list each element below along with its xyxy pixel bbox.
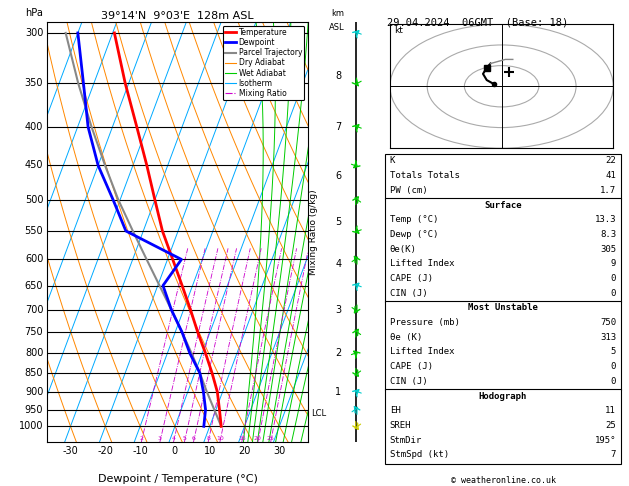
Text: 7: 7 bbox=[611, 451, 616, 459]
Text: 4: 4 bbox=[335, 259, 342, 269]
Text: 6: 6 bbox=[335, 171, 342, 181]
Text: 0: 0 bbox=[172, 447, 178, 456]
Text: Dewp (°C): Dewp (°C) bbox=[389, 230, 438, 239]
Text: CAPE (J): CAPE (J) bbox=[389, 274, 433, 283]
Text: 8: 8 bbox=[335, 71, 342, 81]
Text: kt: kt bbox=[394, 26, 403, 35]
Text: K: K bbox=[389, 156, 395, 165]
Text: 15: 15 bbox=[238, 436, 246, 441]
Text: 700: 700 bbox=[25, 305, 43, 315]
Text: 550: 550 bbox=[25, 226, 43, 236]
Text: 7: 7 bbox=[335, 122, 342, 132]
Text: Mixing Ratio (g/kg): Mixing Ratio (g/kg) bbox=[309, 189, 318, 275]
Text: 1.7: 1.7 bbox=[600, 186, 616, 195]
Title: 39°14'N  9°03'E  128m ASL: 39°14'N 9°03'E 128m ASL bbox=[101, 11, 254, 21]
Text: 850: 850 bbox=[25, 368, 43, 378]
Text: SREH: SREH bbox=[389, 421, 411, 430]
Text: 11: 11 bbox=[605, 406, 616, 415]
Text: 5: 5 bbox=[335, 217, 342, 227]
Bar bbox=[385, 301, 621, 390]
Text: 0: 0 bbox=[611, 362, 616, 371]
Text: 10: 10 bbox=[216, 436, 224, 441]
Text: Totals Totals: Totals Totals bbox=[389, 171, 460, 180]
Text: 2: 2 bbox=[335, 348, 342, 358]
Text: 0: 0 bbox=[611, 274, 616, 283]
Text: 5: 5 bbox=[182, 436, 186, 441]
Bar bbox=[385, 154, 621, 199]
Text: -30: -30 bbox=[63, 447, 79, 456]
Text: 300: 300 bbox=[25, 28, 43, 38]
Text: km: km bbox=[331, 9, 344, 17]
Text: PW (cm): PW (cm) bbox=[389, 186, 427, 195]
Text: θe (K): θe (K) bbox=[389, 333, 422, 342]
Text: 8: 8 bbox=[206, 436, 210, 441]
Text: 1000: 1000 bbox=[19, 421, 43, 431]
Text: Pressure (mb): Pressure (mb) bbox=[389, 318, 460, 327]
Bar bbox=[385, 198, 621, 302]
Text: 950: 950 bbox=[25, 404, 43, 415]
Text: 2: 2 bbox=[139, 436, 143, 441]
Text: 3: 3 bbox=[158, 436, 162, 441]
Text: Surface: Surface bbox=[484, 201, 521, 209]
Bar bbox=[385, 389, 621, 464]
Text: StmDir: StmDir bbox=[389, 435, 422, 445]
Text: 800: 800 bbox=[25, 348, 43, 358]
Text: 650: 650 bbox=[25, 280, 43, 291]
Text: EH: EH bbox=[389, 406, 401, 415]
Text: 20: 20 bbox=[254, 436, 262, 441]
Text: 25: 25 bbox=[267, 436, 275, 441]
Text: 10: 10 bbox=[204, 447, 216, 456]
Text: 0: 0 bbox=[611, 289, 616, 298]
Text: 900: 900 bbox=[25, 387, 43, 397]
Text: Dewpoint / Temperature (°C): Dewpoint / Temperature (°C) bbox=[97, 473, 258, 484]
Text: 20: 20 bbox=[238, 447, 251, 456]
Text: ASL: ASL bbox=[328, 23, 344, 33]
Text: 29.04.2024  06GMT  (Base: 18): 29.04.2024 06GMT (Base: 18) bbox=[387, 17, 568, 27]
Text: StmSpd (kt): StmSpd (kt) bbox=[389, 451, 448, 459]
Text: 750: 750 bbox=[600, 318, 616, 327]
Text: Hodograph: Hodograph bbox=[479, 392, 527, 400]
Text: 400: 400 bbox=[25, 122, 43, 132]
Text: 4: 4 bbox=[172, 436, 175, 441]
Text: LCL: LCL bbox=[311, 409, 326, 418]
Text: CIN (J): CIN (J) bbox=[389, 289, 427, 298]
Text: θe(K): θe(K) bbox=[389, 244, 416, 254]
Text: 3: 3 bbox=[335, 305, 342, 315]
Text: 195°: 195° bbox=[594, 435, 616, 445]
Text: -20: -20 bbox=[97, 447, 113, 456]
Text: 8.3: 8.3 bbox=[600, 230, 616, 239]
Text: 30: 30 bbox=[273, 447, 286, 456]
Text: 41: 41 bbox=[605, 171, 616, 180]
Text: 313: 313 bbox=[600, 333, 616, 342]
Text: © weatheronline.co.uk: © weatheronline.co.uk bbox=[451, 475, 555, 485]
Text: Most Unstable: Most Unstable bbox=[468, 303, 538, 312]
Text: 750: 750 bbox=[25, 328, 43, 337]
Text: 600: 600 bbox=[25, 254, 43, 264]
Text: CIN (J): CIN (J) bbox=[389, 377, 427, 386]
Legend: Temperature, Dewpoint, Parcel Trajectory, Dry Adiabat, Wet Adiabat, Isotherm, Mi: Temperature, Dewpoint, Parcel Trajectory… bbox=[223, 26, 304, 100]
Text: 13.3: 13.3 bbox=[594, 215, 616, 224]
Text: Temp (°C): Temp (°C) bbox=[389, 215, 438, 224]
Text: 5: 5 bbox=[611, 347, 616, 357]
Text: hPa: hPa bbox=[25, 8, 43, 17]
Text: 0: 0 bbox=[611, 377, 616, 386]
Text: 1: 1 bbox=[335, 387, 342, 397]
Text: -10: -10 bbox=[132, 447, 148, 456]
Text: 9: 9 bbox=[611, 260, 616, 268]
Text: 350: 350 bbox=[25, 78, 43, 88]
Text: 500: 500 bbox=[25, 195, 43, 205]
Text: 25: 25 bbox=[605, 421, 616, 430]
Text: 6: 6 bbox=[191, 436, 196, 441]
Text: Lifted Index: Lifted Index bbox=[389, 260, 454, 268]
Text: 22: 22 bbox=[605, 156, 616, 165]
Text: Lifted Index: Lifted Index bbox=[389, 347, 454, 357]
Text: 450: 450 bbox=[25, 160, 43, 171]
Text: 305: 305 bbox=[600, 244, 616, 254]
Text: CAPE (J): CAPE (J) bbox=[389, 362, 433, 371]
